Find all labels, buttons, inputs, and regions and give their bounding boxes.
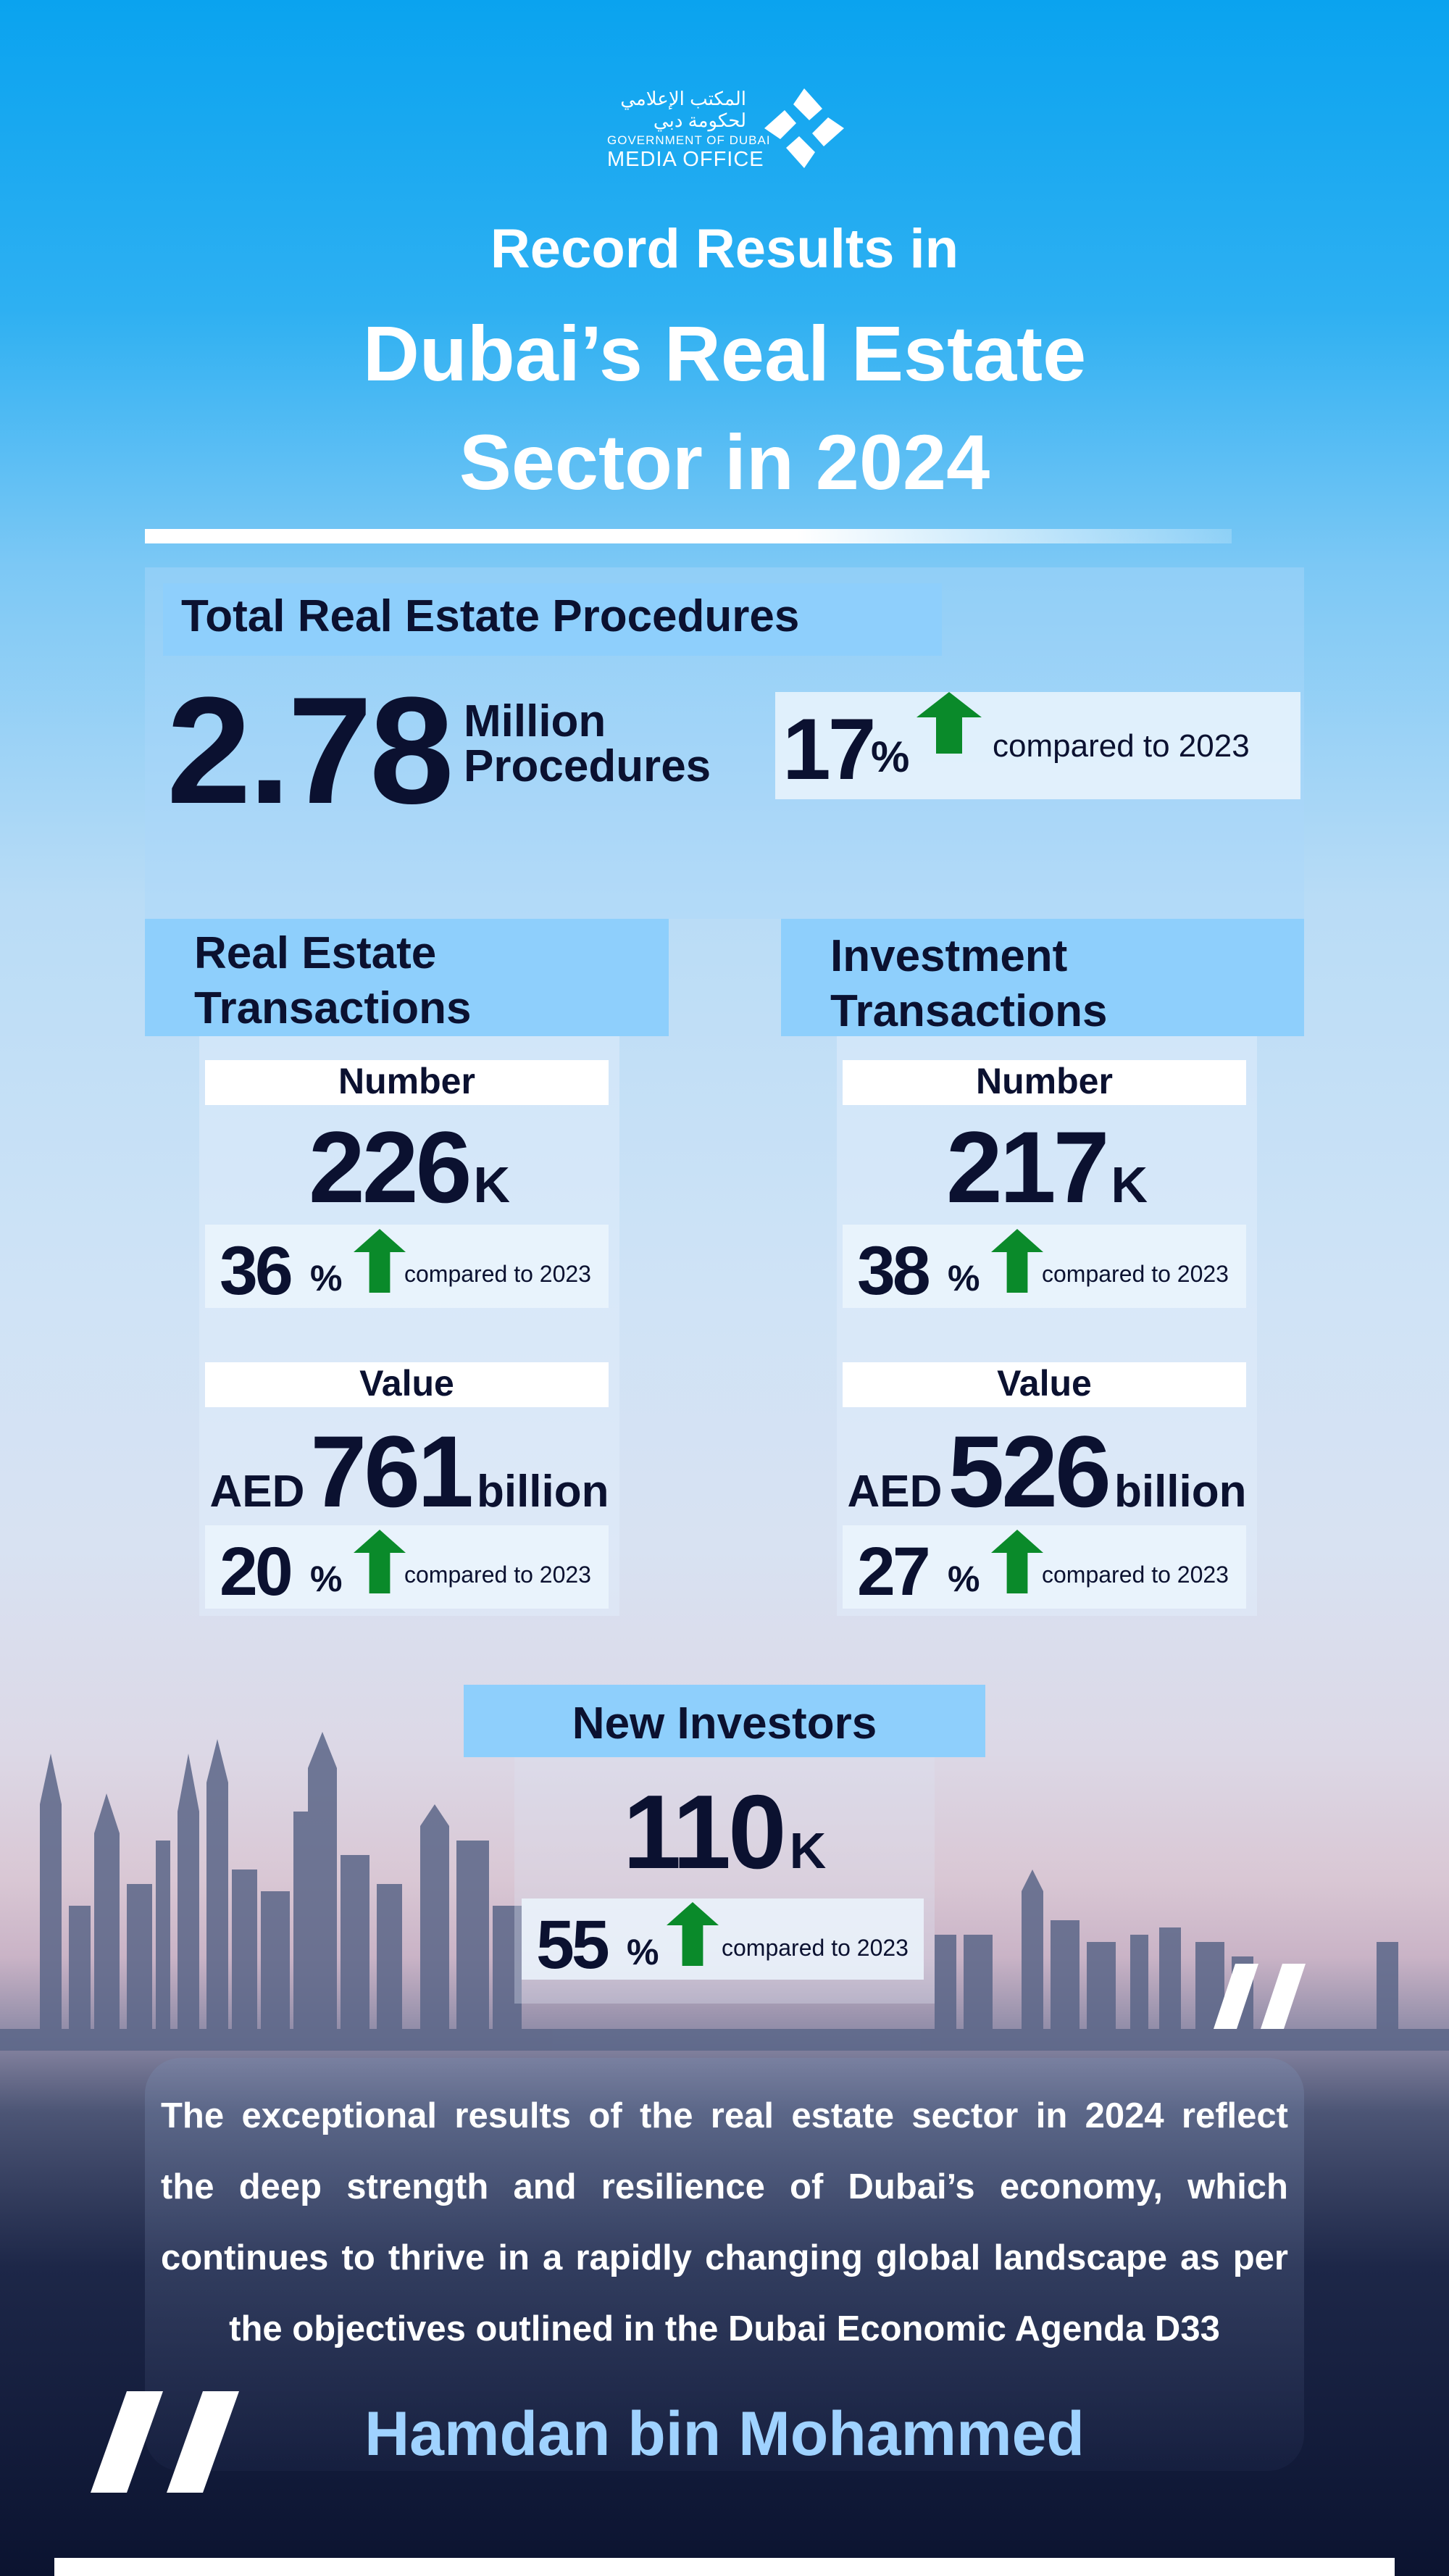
new-investors-header-text: New Investors <box>572 1698 877 1748</box>
skyline-image <box>0 1732 1449 2051</box>
bottom-bar <box>54 2558 1395 2576</box>
title-line3: Sector in 2024 <box>459 418 990 506</box>
investors-number: 110 <box>622 1773 787 1891</box>
new-investors-value: 110 K <box>514 1772 935 1893</box>
compare-text: compared to 2023 <box>1042 1562 1229 1588</box>
header-line1: Real Estate <box>194 928 437 978</box>
real_estate-value: AED761 billion <box>192 1413 627 1530</box>
up-arrow-icon <box>667 1902 719 1966</box>
quote-panel <box>145 2058 1304 2471</box>
logo-media-office: MEDIA OFFICE <box>607 148 764 171</box>
investment-value: AED526 billion <box>830 1413 1264 1530</box>
compare-text: compared to 2023 <box>1042 1261 1229 1287</box>
total-procedures-header: Total Real Estate Procedures <box>163 583 942 656</box>
compare-text: compared to 2023 <box>404 1562 591 1588</box>
number-unit: K <box>473 1156 511 1213</box>
currency: AED <box>847 1467 943 1517</box>
up-arrow-icon <box>916 692 982 754</box>
pct-sign: % <box>948 1258 980 1299</box>
pct-value: 27 <box>857 1533 931 1610</box>
number-value: 226 <box>308 1110 472 1224</box>
value-amount: 761 <box>310 1414 474 1528</box>
total-header-text: Total Real Estate Procedures <box>181 591 800 641</box>
compare-text: compared to 2023 <box>404 1261 591 1287</box>
investment-transactions-header: Investment Transactions <box>781 919 1304 1036</box>
currency: AED <box>209 1467 305 1517</box>
investors-pct: 55 <box>536 1906 610 1983</box>
up-arrow-icon <box>991 1530 1043 1593</box>
total-pct: 17 <box>782 701 876 798</box>
real_estate-number-label: Number <box>205 1060 609 1105</box>
investment-number_pct-change-box: 38 % compared to 2023 <box>843 1225 1246 1309</box>
header-line1: Investment <box>830 931 1068 981</box>
investors-pct-sign: % <box>627 1932 659 1972</box>
total-value: 2.78 <box>167 665 454 835</box>
quote-mark-icon <box>1214 1964 1306 2029</box>
media-office-logo: المكتب الإعلامي لحكومة دبي GOVERNMENT OF… <box>601 88 848 175</box>
real_estate-card <box>199 1036 619 1616</box>
pct-sign: % <box>310 1559 343 1599</box>
up-arrow-icon <box>991 1229 1043 1293</box>
investment-card <box>837 1036 1257 1616</box>
quote-author: Hamdan bin Mohammed <box>364 2399 1085 2469</box>
logo-diamond-icon <box>764 88 844 168</box>
quote-mark-icon <box>91 2391 239 2493</box>
total-change-box: 17 % compared to 2023 <box>775 692 1300 799</box>
up-arrow-icon <box>354 1530 406 1593</box>
investment-number: 217K <box>837 1109 1257 1226</box>
up-arrow-icon <box>354 1229 406 1293</box>
total-compare: compared to 2023 <box>993 728 1250 764</box>
pct-value: 20 <box>220 1533 293 1610</box>
investors-change-box: 55 % compared to 2023 <box>522 1898 924 1983</box>
header-line2: Transactions <box>194 983 472 1033</box>
real_estate-value-label: Value <box>205 1362 609 1407</box>
logo-arabic-line1: المكتب الإعلامي <box>620 88 746 109</box>
pct-value: 38 <box>857 1233 931 1309</box>
title-line2: Dubai’s Real Estate <box>362 309 1087 397</box>
quote-line: continues to thrive in a rapidly changin… <box>161 2238 1288 2277</box>
investment-number-label: Number <box>843 1060 1246 1105</box>
number-unit: K <box>1111 1156 1148 1213</box>
investment-value-label: Value <box>843 1362 1246 1407</box>
real_estate-number_pct-change-box: 36 % compared to 2023 <box>205 1225 609 1309</box>
number-value: 217 <box>945 1110 1110 1224</box>
investors-compare: compared to 2023 <box>722 1935 909 1961</box>
investment-value_pct-change-box: 27 % compared to 2023 <box>843 1525 1246 1610</box>
quote-line: the deep strength and resilience of Duba… <box>161 2167 1288 2206</box>
value-unit: billion <box>476 1467 609 1517</box>
divider <box>145 529 1232 543</box>
investors-unit: K <box>789 1822 827 1879</box>
pct-sign: % <box>948 1559 980 1599</box>
header-line2: Transactions <box>830 986 1108 1036</box>
value-amount: 526 <box>948 1414 1111 1528</box>
total-pct-sign: % <box>871 733 910 781</box>
total-unit1: Million <box>464 696 606 746</box>
quote-line: the objectives outlined in the Dubai Eco… <box>229 2309 1220 2348</box>
value-unit: billion <box>1114 1467 1247 1517</box>
pct-value: 36 <box>220 1233 293 1309</box>
real_estate-number: 226K <box>199 1109 619 1226</box>
real-estate-transactions-header: Real Estate Transactions <box>145 919 669 1036</box>
quote-line: The exceptional results of the real esta… <box>161 2096 1288 2135</box>
logo-arabic-line2: لحكومة دبي <box>653 109 746 131</box>
title-line1: Record Results in <box>490 218 959 280</box>
pct-sign: % <box>310 1258 343 1299</box>
total-unit2: Procedures <box>464 741 711 791</box>
new-investors-header: New Investors <box>464 1685 985 1757</box>
logo-government: GOVERNMENT OF DUBAI <box>607 133 771 147</box>
real_estate-value_pct-change-box: 20 % compared to 2023 <box>205 1525 609 1610</box>
